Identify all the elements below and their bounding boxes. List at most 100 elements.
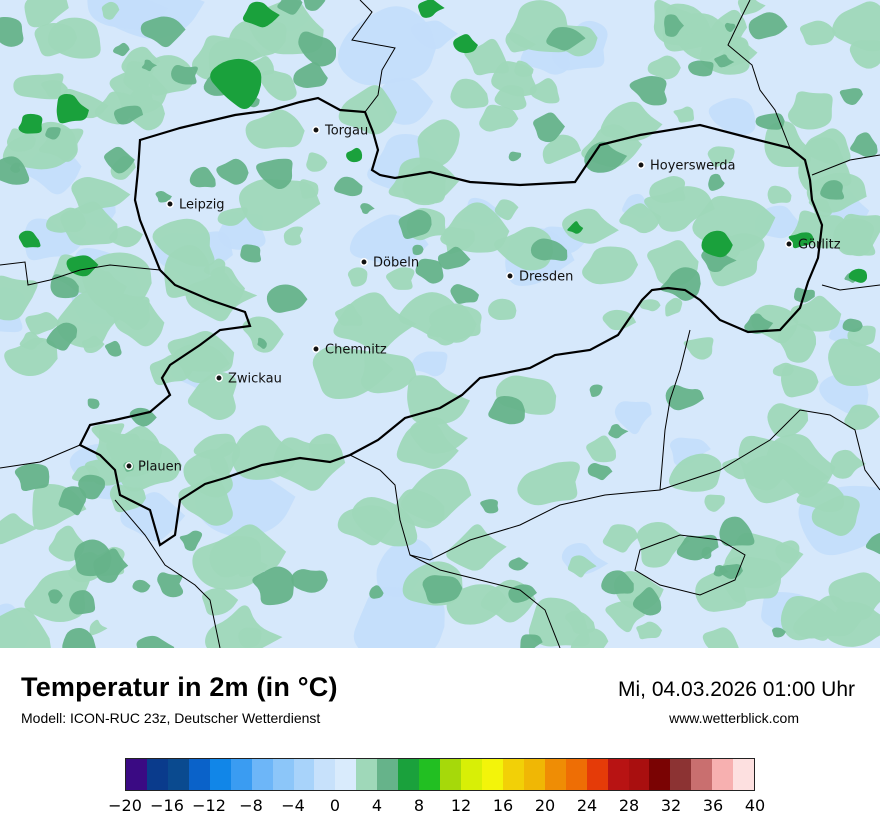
- temperature-patch: [508, 557, 529, 571]
- temperature-patch: [119, 439, 183, 492]
- temperature-patch: [245, 109, 305, 149]
- colorbar-swatch: [188, 759, 210, 790]
- temperature-patch: [136, 635, 175, 648]
- temperature-patch: [34, 22, 78, 57]
- city-dot: [785, 240, 793, 248]
- map-canvas: Torgau Hoyerswerda Leipzig Görlitz Döbeln Dre…: [0, 0, 880, 648]
- temperature-patch: [799, 20, 837, 46]
- temperature-patch: [619, 203, 662, 234]
- colorbar-tick-label: 36: [702, 796, 724, 815]
- temperature-patch: [333, 292, 417, 353]
- temperature-patch: [45, 127, 61, 140]
- temperature-patch: [724, 22, 736, 32]
- temperature-patch: [94, 91, 143, 125]
- colorbar-swatch: [209, 759, 231, 790]
- city-dot: [312, 345, 320, 353]
- colorbar-swatch: [481, 759, 503, 790]
- temperature-patch: [415, 258, 444, 284]
- colorbar-swatch: [126, 759, 147, 790]
- city-dot: [506, 272, 514, 280]
- temperature-patch: [842, 318, 863, 332]
- border-northeast: [727, 0, 791, 149]
- model-info: Modell: ICON-RUC 23z, Deutscher Wetterdi…: [21, 710, 321, 726]
- temperature-patch: [272, 437, 346, 491]
- temperature-patch: [582, 246, 639, 285]
- temperature-patch: [664, 14, 684, 37]
- temperature-patch: [825, 601, 880, 647]
- colorbar-swatch: [167, 759, 189, 790]
- colorbar-swatch: [691, 759, 713, 790]
- temperature-patch: [24, 218, 87, 261]
- borders: [0, 0, 880, 648]
- temperature-patch: [87, 398, 100, 409]
- temperature-patch: [844, 404, 880, 430]
- weather-map: Torgau Hoyerswerda Leipzig Görlitz Döbeln Dre…: [0, 0, 880, 649]
- temperature-patch: [567, 555, 597, 578]
- temperature-patch: [210, 58, 262, 109]
- temperature-patch: [189, 166, 216, 188]
- temperature-patch: [14, 463, 50, 492]
- temperature-patch: [91, 423, 125, 443]
- temperature-patch: [839, 88, 863, 105]
- colorbar-swatch: [544, 759, 566, 790]
- colorbar-tick-label: 32: [660, 796, 682, 815]
- temperature-patch: [688, 60, 714, 77]
- city-dot: [360, 258, 368, 266]
- temperature-patch: [849, 40, 880, 69]
- colorbar-swatch: [461, 759, 482, 790]
- temperature-patch: [632, 587, 662, 616]
- city-label: Hoyerswerda: [650, 159, 736, 174]
- temperature-patch: [832, 1, 880, 52]
- temperature-patch: [787, 91, 833, 130]
- website-link[interactable]: www.wetterblick.com: [669, 710, 799, 726]
- temperature-patch: [707, 146, 735, 168]
- temperature-patch: [257, 337, 267, 349]
- map-title: Temperatur in 2m (in °C): [21, 672, 338, 702]
- temperature-patch: [242, 316, 284, 353]
- temperature-patch: [587, 463, 613, 481]
- temperature-patch: [6, 128, 36, 152]
- temperature-patch: [400, 468, 472, 523]
- temperature-patch: [242, 1, 280, 28]
- temperature-patch: [0, 513, 38, 545]
- border-czech-1: [349, 409, 880, 561]
- temperature-patch: [101, 1, 120, 20]
- colorbar-swatch: [293, 759, 315, 790]
- colorbar-tick-label: 0: [329, 796, 341, 815]
- temperature-patch: [78, 474, 106, 500]
- border-north: [351, 0, 396, 113]
- city-dot: [125, 462, 133, 470]
- colorbar-tick-label: 40: [744, 796, 766, 815]
- colorbar-swatch: [440, 759, 461, 790]
- colorbar-tick-label: 4: [371, 796, 383, 815]
- state-border: [78, 96, 824, 547]
- temperature-patch: [608, 423, 629, 439]
- temperature-patch: [701, 546, 712, 560]
- colorbar-swatch: [251, 759, 273, 790]
- temperature-patch: [10, 162, 21, 173]
- temperature-patch: [781, 364, 819, 398]
- temperature-patch: [334, 176, 363, 197]
- temperature-patch: [562, 208, 619, 244]
- temperature-patch: [18, 230, 41, 248]
- temperature-patch: [480, 499, 499, 514]
- temperature-patch: [18, 113, 43, 134]
- temperature-patch: [202, 587, 239, 616]
- temperature-patch: [542, 134, 582, 165]
- temperature-patch: [605, 600, 645, 633]
- temperature-patch: [494, 199, 519, 221]
- colorbar-swatch: [649, 759, 671, 790]
- temperature-patch: [113, 42, 130, 57]
- temperature-patch: [141, 59, 158, 72]
- temperature-patch: [614, 401, 652, 435]
- temperature-patch: [586, 435, 617, 463]
- colorbar-swatch: [586, 759, 608, 790]
- temperature-patch: [600, 101, 663, 141]
- temperature-patch: [360, 203, 375, 214]
- temperature-patch: [46, 322, 78, 351]
- temperature-patch: [104, 146, 135, 174]
- valid-time: Mi, 04.03.2026 01:00 Uhr: [618, 678, 855, 701]
- border-east: [811, 154, 880, 176]
- temperature-patch: [636, 521, 690, 568]
- temperature-patch: [89, 619, 108, 636]
